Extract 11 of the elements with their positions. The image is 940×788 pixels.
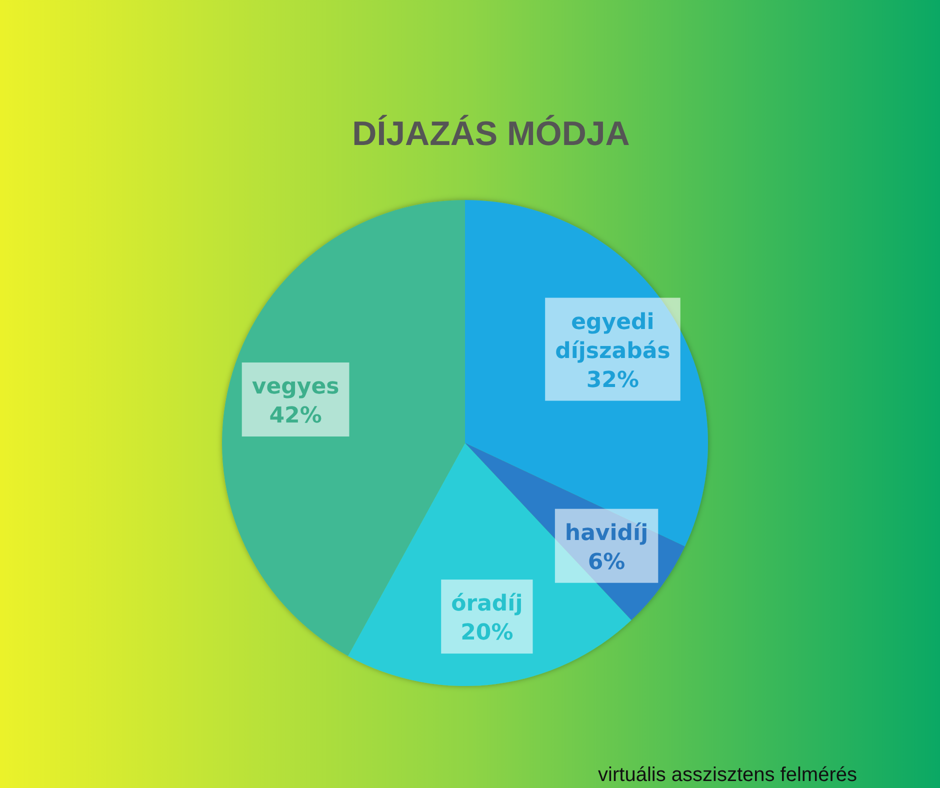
data-label: 6%	[588, 550, 626, 575]
slice-label: óradíj	[451, 592, 523, 617]
pie-slice	[465, 200, 708, 546]
slice-label: egyedi díjszabás	[555, 310, 670, 364]
chart-title: DÍJAZÁS MÓDJA	[352, 114, 630, 153]
data-label: 20%	[460, 620, 514, 646]
data-label: 42%	[269, 403, 322, 428]
text: virtuális asszisztens felmérés	[598, 764, 857, 786]
data-label: 32%	[586, 368, 640, 393]
slice-label: vegyes	[252, 374, 340, 400]
slice-label: havidíj	[564, 520, 648, 546]
